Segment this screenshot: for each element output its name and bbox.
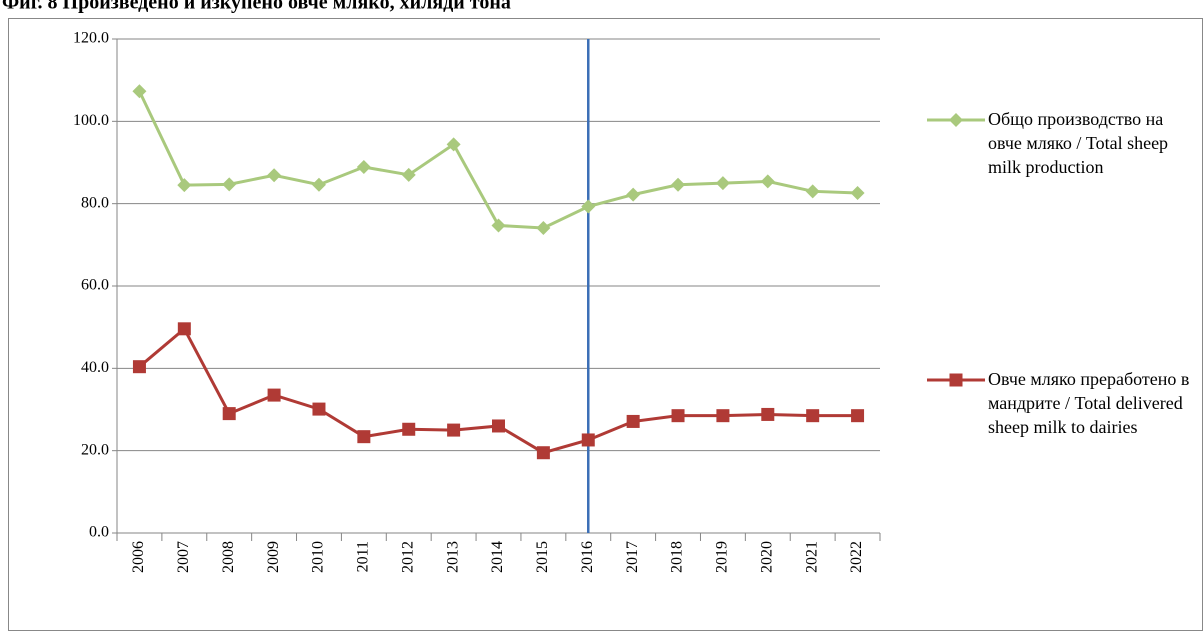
x-tick-label: 2010 [310,541,327,573]
point-marker [626,187,641,202]
point-marker [446,137,461,152]
point-marker [536,446,550,460]
series-line [138,90,858,230]
point-marker [222,407,236,421]
series-line [138,326,858,455]
point-marker [716,409,730,423]
point-marker [671,409,685,423]
point-marker [949,373,963,387]
y-tick-label: 80.0 [81,194,109,211]
x-tick-label: 2009 [265,541,282,573]
x-tick-label: 2019 [714,541,731,573]
point-marker [760,174,775,189]
x-tick-label: 2014 [489,541,506,573]
point-marker [491,218,506,233]
x-tick-label: 2008 [220,541,237,573]
point-marker [312,402,326,416]
point-marker [581,199,596,214]
y-tick-label: 20.0 [81,441,109,458]
point-marker [805,184,820,199]
point-marker [626,414,640,428]
point-marker [447,423,461,437]
x-tick-label: 2015 [534,541,551,573]
point-marker [222,177,237,192]
legend-label: Овче мляко преработено в мандрите / Tota… [988,369,1190,437]
x-tick-label: 2018 [669,541,686,573]
point-marker [851,409,865,423]
x-tick-label: 2022 [848,541,865,573]
x-tick-label: 2013 [444,541,461,573]
point-marker [177,322,191,336]
point-marker [356,160,371,175]
y-tick-label: 120.0 [73,30,109,47]
point-marker [715,176,730,191]
x-tick-label: 2016 [579,541,596,573]
point-marker [806,409,820,423]
point-marker [850,185,865,200]
point-marker [492,419,505,433]
x-tick-label: 2012 [399,541,416,573]
point-marker [311,177,326,192]
point-marker [671,177,686,192]
x-tick-label: 2006 [130,541,147,573]
point-marker [267,388,281,402]
point-marker [402,422,416,436]
point-marker [581,433,595,447]
point-marker [949,113,963,127]
y-tick-label: 0.0 [89,524,109,541]
y-tick-label: 100.0 [73,112,109,129]
point-marker [132,84,147,99]
chart-title: Фиг. 8 Произведено и изкупено овче мляко… [2,0,511,14]
x-tick-label: 2007 [175,541,192,573]
x-tick-label: 2011 [355,541,372,572]
x-tick-label: 2021 [803,541,820,573]
point-marker [401,167,416,182]
point-marker [357,430,371,444]
point-marker [177,178,192,193]
point-marker [761,407,775,421]
legend-label: Общо производство на овче мляко / Total … [988,109,1169,177]
point-marker [132,360,146,374]
x-tick-label: 2020 [758,541,775,573]
point-marker [267,168,282,183]
x-tick-label: 2017 [624,541,641,573]
y-tick-label: 60.0 [81,277,109,294]
point-marker [536,220,551,235]
y-tick-label: 40.0 [81,359,109,376]
